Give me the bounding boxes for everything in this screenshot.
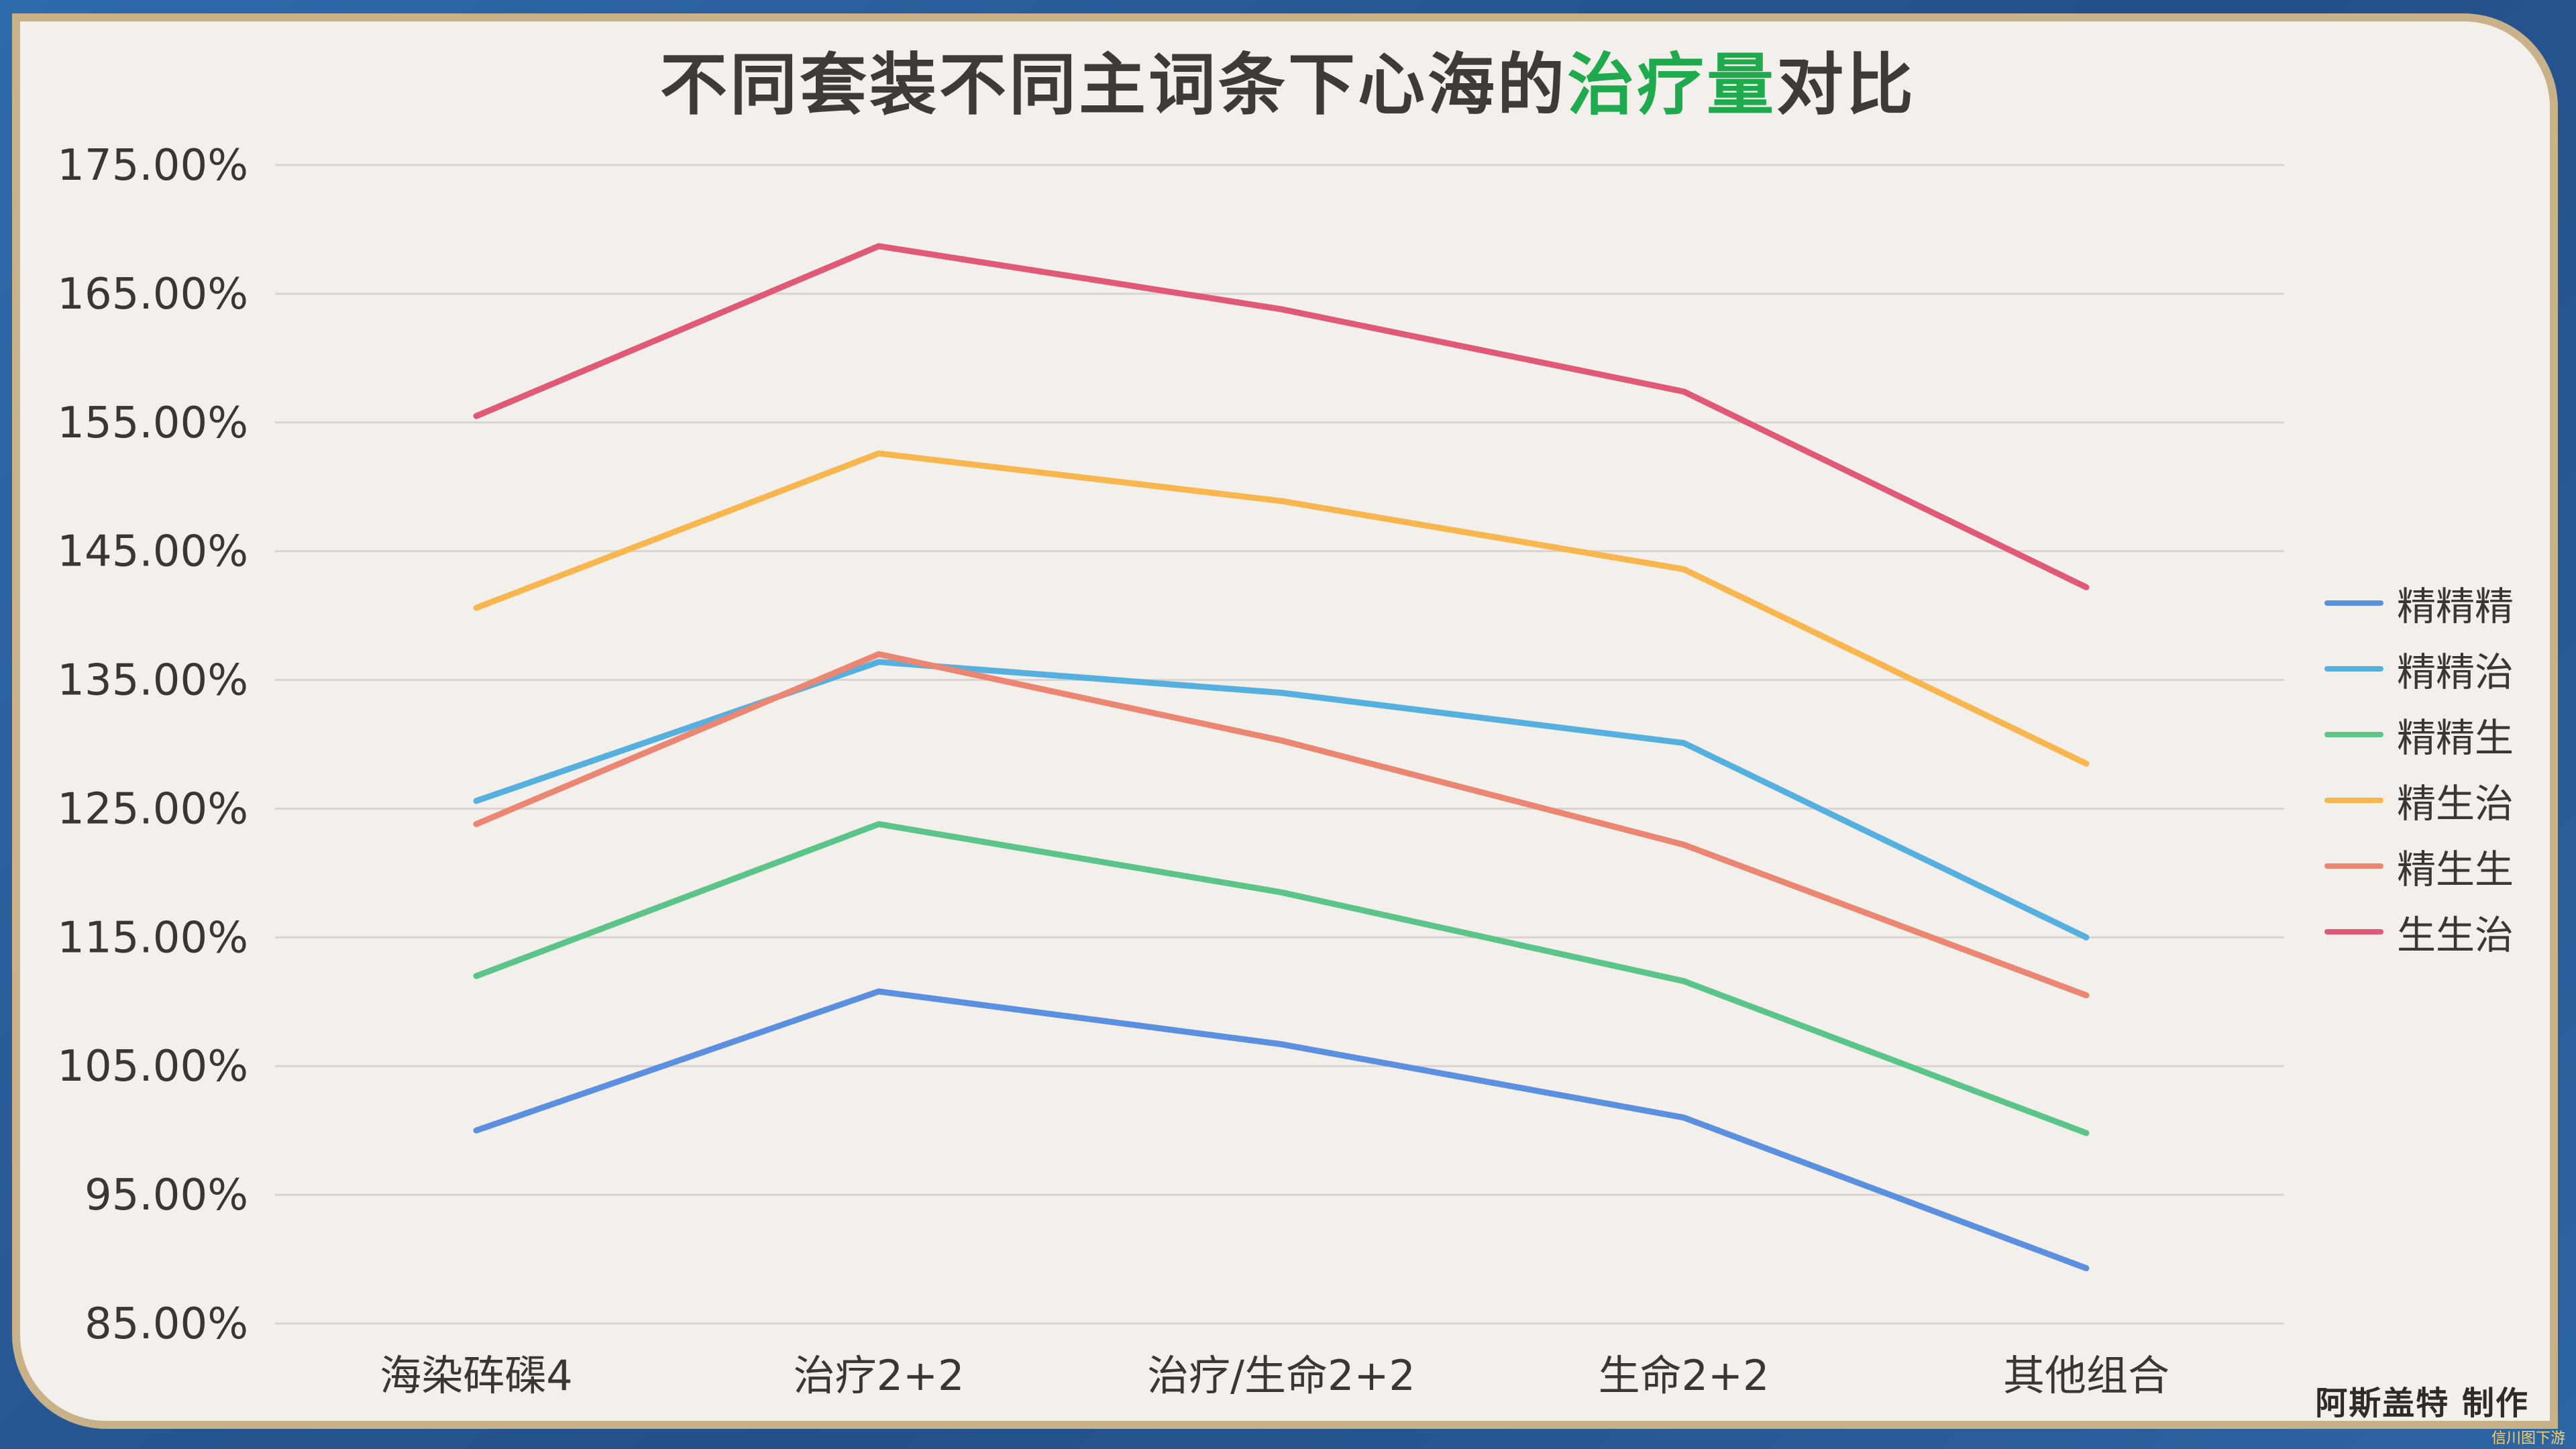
legend-label: 精精治 — [2397, 649, 2514, 695]
series-lines — [473, 243, 2090, 1271]
x-tick-label: 治疗2+2 — [794, 1351, 965, 1400]
y-tick-label: 135.00% — [57, 656, 248, 706]
series-line-精精治 — [473, 659, 2090, 941]
legend-label: 精生生 — [2397, 847, 2514, 892]
legend-item: 精精生 — [2324, 702, 2514, 767]
series-line-精生生 — [473, 651, 2090, 999]
legend-label: 精精精 — [2397, 584, 2514, 629]
y-tick-label: 95.00% — [85, 1171, 248, 1220]
title-prefix: 不同套装不同主词条下心海的 — [660, 46, 1567, 124]
y-tick-label: 165.00% — [57, 270, 248, 319]
legend-swatch — [2324, 600, 2383, 606]
legend-swatch — [2324, 863, 2383, 869]
y-tick-label: 125.00% — [57, 784, 248, 834]
title-highlight: 治疗量 — [1567, 46, 1776, 124]
x-tick-label: 其他组合 — [2003, 1351, 2169, 1400]
legend-label: 精生治 — [2397, 781, 2514, 826]
gridlines — [275, 164, 2284, 1325]
y-tick-label: 105.00% — [57, 1042, 248, 1091]
x-tick-label: 海染砗磲4 — [380, 1351, 572, 1400]
x-tick-labels: 海染砗磲4 治疗2+2 治疗/生命2+2 生命2+2 其他组合 — [380, 1351, 2169, 1400]
legend-item: 精生治 — [2324, 767, 2514, 833]
legend-label: 生生治 — [2397, 912, 2514, 958]
series-line-精精精 — [473, 988, 2090, 1271]
series-line-生生治 — [473, 243, 2090, 590]
legend-item: 精精精 — [2324, 570, 2514, 636]
x-tick-label: 生命2+2 — [1599, 1351, 1770, 1400]
legend-swatch — [2324, 929, 2383, 934]
y-tick-label: 145.00% — [57, 527, 248, 577]
chart-title: 不同套装不同主词条下心海的治疗量对比 — [0, 30, 2576, 127]
y-tick-label: 155.00% — [57, 398, 248, 448]
legend-swatch — [2324, 666, 2383, 672]
chart-card — [12, 13, 2558, 1429]
legend: 精精精精精治精精生精生治精生生生生治 — [2324, 570, 2514, 965]
y-tick-labels: 175.00% 165.00% 155.00% 145.00% 135.00% 125.0… — [57, 141, 248, 1349]
y-tick-label: 115.00% — [57, 913, 248, 963]
y-tick-label: 85.00% — [85, 1299, 248, 1349]
title-suffix: 对比 — [1776, 46, 1916, 124]
watermark: 信川图下游 — [2491, 1430, 2565, 1447]
x-tick-label: 治疗/生命2+2 — [1147, 1351, 1415, 1400]
legend-item: 生生治 — [2324, 899, 2514, 965]
series-line-精精生 — [473, 820, 2090, 1136]
legend-item: 精生生 — [2324, 833, 2514, 899]
author-credit: 阿斯盖特 制作 — [2315, 1385, 2529, 1422]
legend-item: 精精治 — [2324, 636, 2514, 702]
legend-swatch — [2324, 798, 2383, 803]
legend-label: 精精生 — [2397, 715, 2514, 761]
y-tick-label: 175.00% — [57, 141, 248, 191]
legend-swatch — [2324, 732, 2383, 737]
series-line-精生治 — [473, 450, 2090, 767]
